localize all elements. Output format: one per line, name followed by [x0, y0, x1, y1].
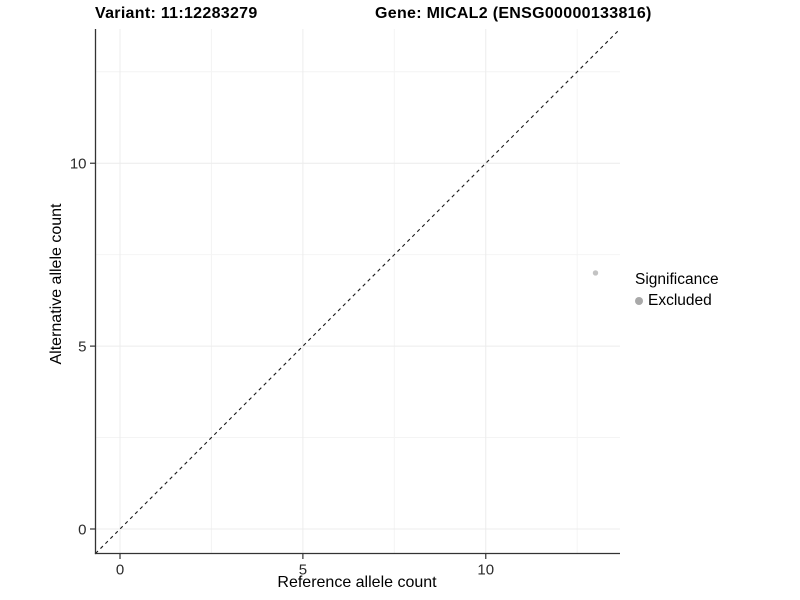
legend-item-excluded: Excluded — [635, 292, 719, 310]
legend-marker-circle-icon — [635, 297, 643, 305]
x-tick-label: 0 — [116, 562, 124, 579]
y-tick-label: 5 — [78, 339, 86, 356]
plot-title-variant: Variant: 11:12283279 — [95, 5, 258, 22]
plot-title-gene: Gene: MICAL2 (ENSG00000133816) — [375, 5, 652, 22]
legend: Significance Excluded — [635, 270, 719, 310]
y-axis-label: Alternative allele count — [48, 203, 65, 365]
y-tick-label: 0 — [78, 521, 86, 538]
legend-item-label: Excluded — [648, 292, 712, 309]
y-tick-label: 10 — [70, 156, 87, 173]
x-tick-label: 5 — [299, 562, 307, 579]
x-tick-label: 10 — [477, 562, 494, 579]
legend-title: Significance — [635, 271, 719, 288]
data-point — [592, 270, 599, 276]
x-axis-label: Reference allele count — [277, 574, 437, 591]
identity-dashed-line — [95, 28, 621, 554]
